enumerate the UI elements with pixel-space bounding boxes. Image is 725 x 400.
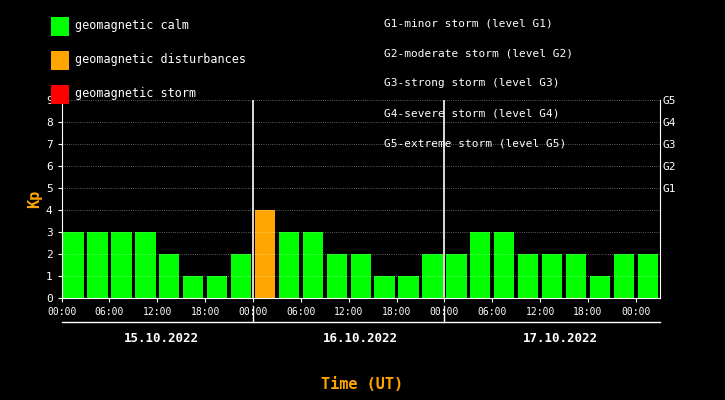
Bar (542, 254, 563, 298)
Bar (254, 210, 276, 298)
Bar (135, 232, 156, 298)
Bar (278, 232, 299, 298)
Bar (470, 232, 491, 298)
Bar (302, 232, 323, 298)
Text: geomagnetic calm: geomagnetic calm (75, 20, 188, 32)
Bar (326, 254, 347, 298)
Bar (518, 254, 539, 298)
Bar (613, 254, 634, 298)
Y-axis label: Kp: Kp (27, 190, 41, 208)
Bar (87, 232, 108, 298)
Text: G1-minor storm (level G1): G1-minor storm (level G1) (384, 18, 553, 28)
Bar (566, 254, 587, 298)
Bar (422, 254, 443, 298)
Bar (207, 276, 228, 298)
Text: G4-severe storm (level G4): G4-severe storm (level G4) (384, 108, 560, 118)
Text: geomagnetic disturbances: geomagnetic disturbances (75, 54, 246, 66)
Text: 16.10.2022: 16.10.2022 (323, 332, 398, 345)
Text: G5-extreme storm (level G5): G5-extreme storm (level G5) (384, 138, 566, 148)
Bar (63, 232, 84, 298)
Bar (494, 232, 515, 298)
Text: 15.10.2022: 15.10.2022 (124, 332, 199, 345)
Bar (111, 232, 132, 298)
Text: 17.10.2022: 17.10.2022 (523, 332, 597, 345)
Bar (231, 254, 252, 298)
Text: geomagnetic storm: geomagnetic storm (75, 88, 196, 100)
Bar (183, 276, 204, 298)
Bar (159, 254, 180, 298)
Bar (446, 254, 467, 298)
Text: G2-moderate storm (level G2): G2-moderate storm (level G2) (384, 48, 573, 58)
Text: G3-strong storm (level G3): G3-strong storm (level G3) (384, 78, 560, 88)
Bar (589, 276, 610, 298)
Bar (374, 276, 395, 298)
Bar (350, 254, 371, 298)
Bar (398, 276, 419, 298)
Bar (637, 254, 658, 298)
Text: Time (UT): Time (UT) (321, 377, 404, 392)
